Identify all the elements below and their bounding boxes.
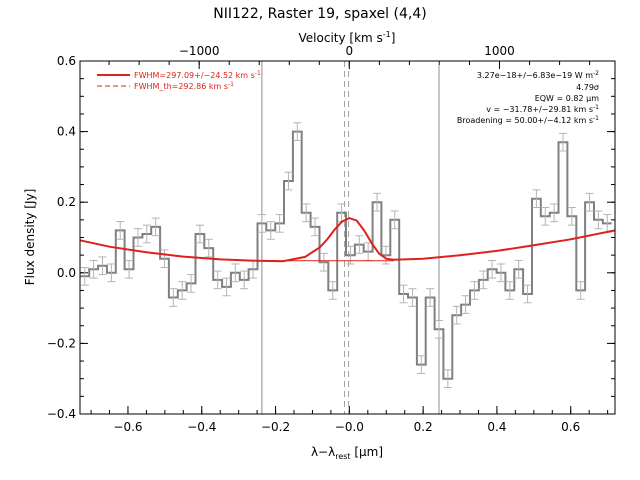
error-bar [541,206,550,226]
error-bar [89,259,98,279]
error-bar [266,221,275,240]
x-tick-label: 0.2 [414,420,433,434]
x-tick-label: −0.0 [335,420,364,434]
error-bar [257,214,266,233]
top-tick-label: 1000 [484,44,515,58]
error-bar [514,259,523,279]
error-bar [293,122,302,141]
annotation-flux: 3.27e−18+/−6.83e−19 W m-2 [477,70,599,80]
error-bar [585,192,594,212]
error-bar [187,274,196,293]
top-axis-label: Velocity [km s-1] [299,30,396,45]
error-bar [142,224,151,244]
error-bar [80,267,89,286]
x-tick-label: 0.4 [487,420,506,434]
x-axis-label-sub: rest [335,452,350,461]
error-bar [302,203,311,223]
error-bar [452,305,461,325]
fit-annotations: 3.27e−18+/−6.83e−19 W m-2 4.79σ EQW = 0.… [457,70,599,125]
error-bar [399,284,408,304]
error-bar [443,369,452,389]
x-axis-label-main: λ−λ [311,445,335,459]
error-bar [178,281,187,300]
error-bar [231,263,240,283]
error-bar [98,256,107,276]
fit-layer [79,217,616,263]
fit-curve [79,217,616,263]
error-bar [355,235,364,254]
top-tick-label: 0 [346,44,354,58]
annotation-eqw: EQW = 0.82 μm [535,94,599,103]
y-axis-label: Flux density [Jy] [23,189,37,286]
y-tick-label: 0.2 [57,195,76,209]
error-bar [125,259,134,279]
plot-frame [79,60,616,415]
data-layer [80,122,612,389]
x-tick-label: 0.6 [561,420,580,434]
error-bar [311,217,320,237]
legend: FWHM=297.09+/−24.52 km s-1 FWHM_th=292.8… [97,70,261,91]
error-bar [417,355,426,374]
error-bar [479,270,488,290]
reference-lines [261,61,440,414]
legend-entry-fwhm: FWHM=297.09+/−24.52 km s-1 [134,70,261,80]
y-tick-label: 0.6 [57,54,76,68]
annotation-sigma: 4.79σ [576,83,599,92]
x-tick-label: −0.2 [261,420,290,434]
y-tick-label: 0.4 [57,125,76,139]
y-tick-label: −0.4 [47,407,76,421]
x-tick-label: −0.6 [113,420,142,434]
error-bar [532,189,541,208]
error-bar [550,203,559,223]
error-bar [505,281,514,300]
error-bar [116,221,125,240]
error-bar [390,210,399,230]
top-axis-label-sup: -1 [383,30,391,39]
chart-title: NII122, Raster 19, spaxel (4,4) [213,6,426,22]
error-bar [133,228,142,247]
annotation-velocity: v = −31.78+/−29.81 km s-1 [486,104,599,114]
error-bar [204,238,213,258]
error-bar [488,259,497,279]
error-bar [195,224,204,244]
error-bar [558,132,567,152]
x-axis-label: λ−λrest [μm] [311,445,383,461]
y-tick-label: −0.2 [47,336,76,350]
annotation-broadening: Broadening = 50.00+/−4.12 km s-1 [457,115,599,125]
axis-ticks: −0.6 −0.4 −0.2 −0.0 0.2 0.4 0.6 −0.4 −0.2 0.0 0.2 0… [47,44,615,434]
error-bar [328,281,337,300]
error-bar [160,249,169,269]
error-bar [408,288,417,307]
data-steps [80,130,612,380]
error-bar [594,210,603,230]
x-axis-label-unit: [μm] [351,445,384,459]
error-bar [169,288,178,307]
error-bar [373,192,382,212]
error-bar [319,252,328,272]
error-bar [275,214,284,233]
error-bar [470,281,479,300]
error-bar [426,288,435,307]
error-bar [576,281,585,300]
x-tick-label: −0.4 [187,420,216,434]
error-bar [222,277,231,297]
y-tick-label: 0.0 [57,266,76,280]
error-bar [107,263,116,283]
error-bar [435,319,444,339]
error-bar [284,171,293,191]
error-bar [496,263,505,283]
error-bar [461,295,470,314]
error-bar [240,270,249,290]
top-axis-label-main: Velocity [km s [299,31,383,45]
error-bar [213,270,222,290]
error-bar [151,217,160,237]
top-axis-label-end: ] [391,31,396,45]
error-bar [567,206,576,226]
top-tick-label: −1000 [179,44,220,58]
error-bar [523,284,532,304]
legend-entry-fwhm-th: FWHM_th=292.86 km s-1 [134,81,234,91]
